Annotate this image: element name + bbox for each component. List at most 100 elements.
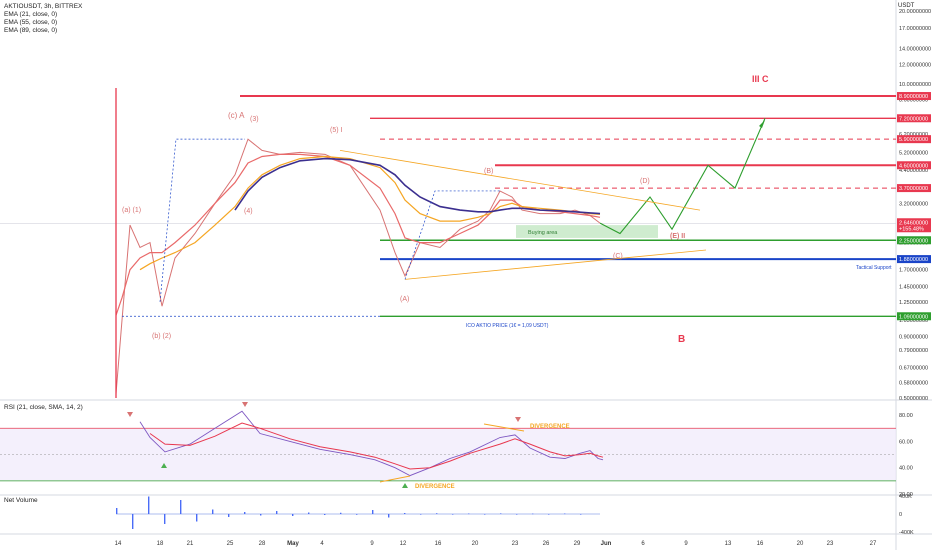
y-tick-label: 1.70000000 bbox=[899, 268, 928, 274]
rsi-bottom-marker bbox=[402, 483, 408, 488]
rsi-bottom-marker bbox=[161, 463, 167, 468]
volume-tick-label: 0 bbox=[899, 512, 902, 518]
current-price-tag bbox=[897, 218, 931, 233]
level-tag bbox=[897, 161, 931, 170]
volume-bar bbox=[548, 514, 550, 515]
level-tag bbox=[897, 255, 931, 264]
level-tag-label: 5.90000000 bbox=[899, 137, 928, 143]
rsi-top-marker bbox=[242, 402, 248, 407]
annotation-label: (A) bbox=[400, 296, 409, 303]
projection-path bbox=[599, 118, 766, 235]
x-tick-label: 28 bbox=[259, 541, 266, 547]
volume-bar bbox=[228, 514, 230, 517]
volume-bar bbox=[532, 513, 534, 515]
annotation-label: (B) bbox=[484, 168, 493, 175]
volume-bar bbox=[244, 512, 246, 514]
x-tick-label: 4 bbox=[320, 541, 324, 547]
rsi-series-line bbox=[139, 410, 604, 477]
rsi-top-marker bbox=[515, 417, 521, 422]
buying-area bbox=[516, 225, 658, 238]
volume-bar bbox=[212, 509, 214, 514]
x-tick-label: 13 bbox=[725, 541, 732, 547]
y-tick-label: 17.00000000 bbox=[899, 26, 931, 32]
x-tick-label: 23 bbox=[827, 541, 834, 547]
volume-bar bbox=[356, 514, 358, 515]
level-tag bbox=[897, 114, 931, 123]
annotation-label: (b) (2) bbox=[152, 333, 171, 340]
x-tick-label: 27 bbox=[870, 541, 877, 547]
volume-bar bbox=[420, 514, 422, 515]
rsi-tick-label: 20.00 bbox=[899, 492, 913, 498]
measure-line bbox=[159, 138, 245, 302]
x-tick-label: 20 bbox=[472, 541, 479, 547]
volume-bar bbox=[388, 514, 390, 518]
y-tick-label: 0.58000000 bbox=[899, 380, 928, 386]
x-tick-label: 9 bbox=[370, 541, 374, 547]
volume-bar bbox=[308, 512, 310, 514]
divergence-label: DIVERGENCE bbox=[415, 484, 455, 490]
volume-bar bbox=[292, 514, 294, 516]
annotation-label: (4) bbox=[244, 208, 253, 215]
volume-bar bbox=[340, 512, 342, 514]
level-tag-label: 8.90000000 bbox=[899, 94, 928, 100]
y-tick-label: 20.00000000 bbox=[899, 9, 931, 15]
divergence-line bbox=[379, 475, 411, 483]
price-series-line bbox=[115, 138, 601, 394]
level-tag-label: 1.88000000 bbox=[899, 257, 928, 263]
y-tick-label: 10.00000000 bbox=[899, 82, 931, 88]
price-change-label: +155.48% bbox=[899, 226, 924, 232]
annotation-label: (3) bbox=[250, 116, 259, 123]
current-price-label: 2.64600000 bbox=[899, 220, 928, 226]
volume-bar bbox=[148, 496, 150, 514]
volume-bar bbox=[324, 514, 326, 515]
level-tag-label: 3.70000000 bbox=[899, 186, 928, 192]
rsi-tick-label: 80.00 bbox=[899, 413, 913, 419]
level-tag-label: 7.20000000 bbox=[899, 116, 928, 122]
y-tick-label: 4.40000000 bbox=[899, 168, 928, 174]
x-tick-label: May bbox=[287, 541, 299, 547]
rsi-top-marker bbox=[127, 412, 133, 417]
x-tick-label: 20 bbox=[797, 541, 804, 547]
volume-pane-label: Net Volume bbox=[4, 497, 38, 504]
annotation-label: B bbox=[678, 334, 685, 345]
annotation-label: (c) A bbox=[228, 111, 245, 120]
volume-bar bbox=[580, 514, 582, 515]
y-tick-label: 3.20000000 bbox=[899, 201, 928, 207]
projection-arrow-head bbox=[759, 120, 765, 128]
volume-bar bbox=[164, 514, 166, 524]
level-tag-label: 4.60000000 bbox=[899, 163, 928, 169]
y-tick-label: 0.90000000 bbox=[899, 334, 928, 340]
annotation-label: Buying area bbox=[528, 230, 558, 236]
volume-bar bbox=[436, 513, 438, 514]
currency-label: USDT bbox=[898, 3, 915, 9]
annotation-label: (E) II bbox=[670, 233, 685, 240]
volume-tick-label: -400K bbox=[899, 530, 914, 536]
divergence-label: DIVERGENCE bbox=[530, 424, 570, 430]
level-tag bbox=[897, 92, 931, 101]
y-tick-label: 0.67000000 bbox=[899, 365, 928, 371]
annotation-label: ICO AKTIO PRICE (1€ = 1,09 USDT) bbox=[466, 323, 549, 329]
x-tick-label: 9 bbox=[684, 541, 688, 547]
y-tick-label: 6.20000000 bbox=[899, 132, 928, 138]
x-tick-label: 16 bbox=[435, 541, 442, 547]
x-tick-label: 14 bbox=[115, 541, 122, 547]
legend-ema21: EMA (21, close, 0) bbox=[4, 11, 58, 18]
x-tick-label: 18 bbox=[157, 541, 164, 547]
x-tick-label: 12 bbox=[400, 541, 407, 547]
level-tag-label: 2.25000000 bbox=[899, 238, 928, 244]
level-tag bbox=[897, 135, 931, 144]
annotation-label: (D) bbox=[640, 178, 650, 185]
volume-bar bbox=[452, 514, 454, 515]
lower-trendline bbox=[404, 249, 707, 280]
rsi-series-line bbox=[149, 422, 604, 470]
annotation-label: Tactical Support bbox=[856, 265, 892, 271]
y-tick-label: 1.05000000 bbox=[899, 318, 928, 324]
y-tick-label: 1.25000000 bbox=[899, 300, 928, 306]
y-tick-label: 5.20000000 bbox=[899, 150, 928, 156]
x-tick-label: 21 bbox=[187, 541, 194, 547]
volume-bar bbox=[180, 500, 182, 514]
volume-bar bbox=[196, 514, 198, 522]
volume-bar bbox=[564, 513, 566, 515]
